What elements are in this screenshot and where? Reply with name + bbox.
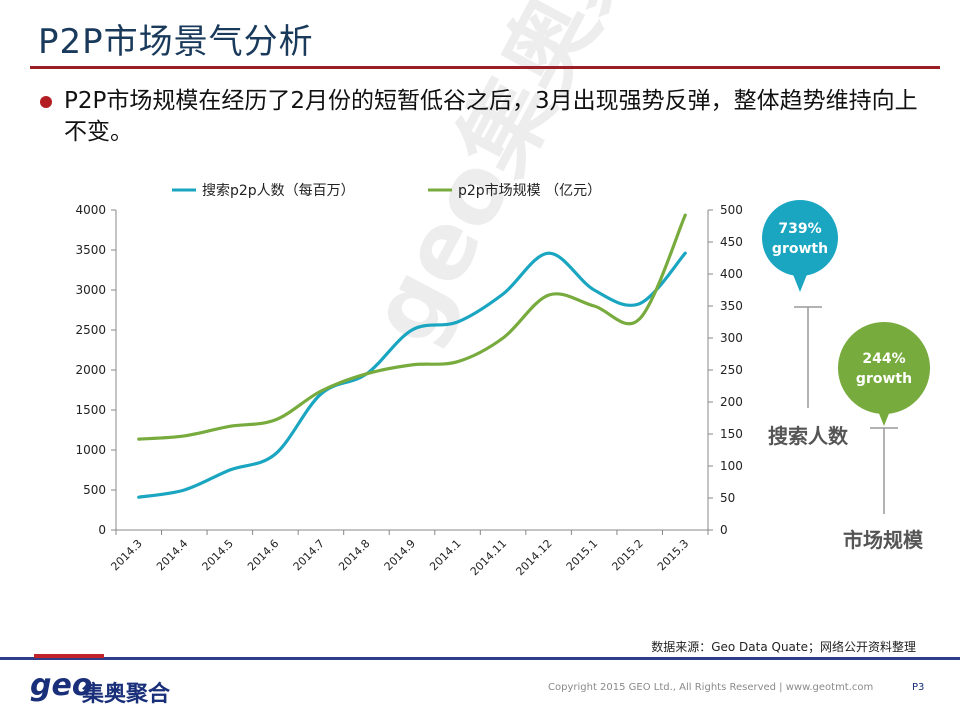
bullet-icon xyxy=(40,96,52,108)
callout-pin-icon xyxy=(838,322,930,426)
x-tick-label: 2014.1 xyxy=(427,537,463,573)
x-tick-label: 2014.11 xyxy=(468,537,509,578)
y-tick-label-left: 2000 xyxy=(75,363,106,377)
logo: geo xyxy=(30,668,93,703)
y-tick-label-left: 1000 xyxy=(75,443,106,457)
x-tick-label: 2014.9 xyxy=(382,537,418,573)
x-tick-label: 2014.8 xyxy=(336,537,372,573)
callout-label-market: 市场规模 xyxy=(843,528,923,552)
callout-pointer xyxy=(876,406,892,426)
y-tick-label-right: 250 xyxy=(720,363,743,377)
y-tick-label-right: 100 xyxy=(720,459,743,473)
callout-line1: 739% xyxy=(778,221,822,237)
title-divider xyxy=(30,66,940,69)
x-tick-label: 2014.7 xyxy=(291,537,327,573)
x-tick-label: 2015.3 xyxy=(655,537,691,573)
x-tick-label: 2015.2 xyxy=(609,537,645,573)
footer-divider xyxy=(0,657,960,660)
y-tick-label-right: 50 xyxy=(720,491,735,505)
y-tick-label-left: 3000 xyxy=(75,283,106,297)
y-tick-label-left: 3500 xyxy=(75,243,106,257)
page-number: P3 xyxy=(912,682,925,693)
y-tick-label-right: 0 xyxy=(720,523,728,537)
series-line-2 xyxy=(137,213,687,441)
y-tick-label-right: 200 xyxy=(720,395,743,409)
y-tick-label-left: 2500 xyxy=(75,323,106,337)
page-title: P2P市场景气分析 xyxy=(38,22,314,62)
x-tick-label: 2014.6 xyxy=(245,537,281,573)
footer-accent xyxy=(34,654,104,658)
copyright: Copyright 2015 GEO Ltd., All Rights Rese… xyxy=(548,682,874,693)
x-tick-label: 2014.4 xyxy=(154,537,190,573)
growth-callout-market: 244% growth xyxy=(838,322,930,432)
y-tick-label-left: 4000 xyxy=(75,203,106,217)
callout-label-search: 搜索人数 xyxy=(768,424,848,448)
callout-pointer xyxy=(792,272,808,292)
y-tick-label-left: 1500 xyxy=(75,403,106,417)
y-tick-label-right: 300 xyxy=(720,331,743,345)
callout-circle xyxy=(838,322,930,414)
bullet-text: P2P市场规模在经历了2月份的短暂低谷之后，3月出现强势反弹，整体趋势维持向上不… xyxy=(64,88,918,145)
source-note: 数据来源：Geo Data Quate；网络公开资料整理 xyxy=(651,640,916,654)
callout-line2: growth xyxy=(771,241,829,257)
y-tick-label-right: 500 xyxy=(720,203,743,217)
callout-pin-icon xyxy=(762,200,838,292)
legend-label: p2p市场规模 （亿元） xyxy=(458,182,601,199)
y-tick-label-right: 400 xyxy=(720,267,743,281)
y-tick-label-left: 500 xyxy=(83,483,106,497)
brand-name: 集奥聚合 xyxy=(82,682,171,707)
growth-callout-search: 739% growth xyxy=(762,200,838,306)
y-tick-label-right: 450 xyxy=(720,235,743,249)
callout-line1: 244% xyxy=(862,351,906,367)
series-line-1 xyxy=(137,251,687,499)
y-tick-label-right: 150 xyxy=(720,427,743,441)
x-tick-label: 2014.3 xyxy=(108,537,144,573)
callout-line2: growth xyxy=(855,371,913,387)
y-tick-label-right: 350 xyxy=(720,299,743,313)
x-tick-label: 2014.5 xyxy=(200,537,236,573)
x-tick-label: 2014.12 xyxy=(513,537,554,578)
x-tick-label: 2015.1 xyxy=(564,537,600,573)
legend-label: 搜索p2p人数（每百万） xyxy=(202,182,355,199)
callout-circle xyxy=(762,200,838,276)
y-tick-label-left: 0 xyxy=(98,523,106,537)
